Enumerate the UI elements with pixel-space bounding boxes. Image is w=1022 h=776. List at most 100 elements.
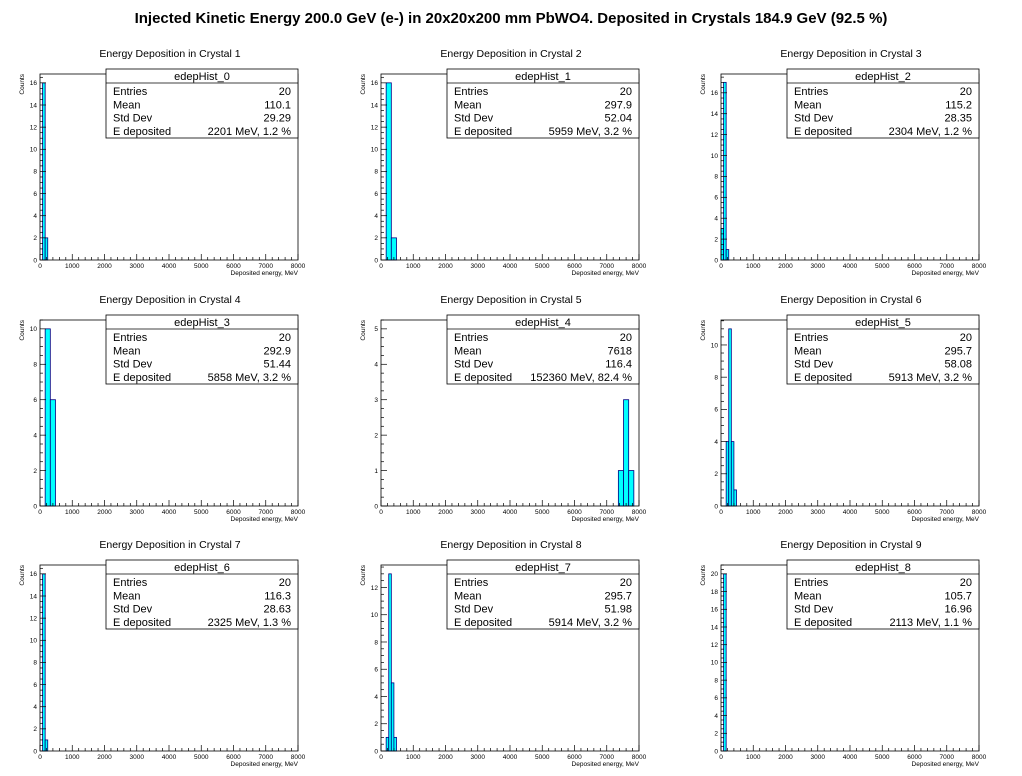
y-tick-label: 14 (371, 102, 379, 109)
x-tick-label: 4000 (162, 509, 177, 516)
y-axis: 0 2 4 6 8 10 Counts (19, 319, 46, 510)
histogram-panel-5: Energy Deposition in Crystal 5 0 1000 2000 3… (360, 294, 647, 523)
y-axis: 0 2 4 6 8 10 Counts (700, 319, 727, 510)
y-tick-label: 16 (371, 80, 379, 87)
x-axis: 0 1000 2000 3000 4000 5000 6000 7000 8000Deposit… (719, 254, 987, 277)
stats-value: 2113 MeV, 1.1 % (889, 617, 972, 629)
y-tick-label: 2 (714, 471, 718, 478)
stats-label: Std Dev (454, 604, 494, 616)
histogram-title: Energy Deposition in Crystal 9 (780, 539, 921, 551)
y-tick-label: 2 (714, 731, 718, 738)
histogram-title: Energy Deposition in Crystal 3 (780, 48, 921, 60)
y-tick-label: 10 (711, 660, 719, 667)
x-axis-label: Deposited energy, MeV (231, 270, 299, 277)
x-tick-label: 5000 (194, 754, 209, 761)
stats-value: 5858 MeV, 3.2 % (208, 372, 292, 384)
histogram-title: Energy Deposition in Crystal 6 (780, 294, 921, 306)
stats-box-frame (446, 68, 640, 139)
stats-value: 5959 MeV, 3.2 % (549, 126, 633, 138)
stats-box-frame (446, 314, 640, 385)
histogram-bar (44, 237, 49, 261)
stats-value: 20 (960, 577, 972, 589)
stats-label: Entries (454, 86, 489, 98)
x-tick-label: 8000 (291, 509, 306, 516)
y-tick-label: 2 (714, 236, 718, 243)
histogram-bars (385, 82, 397, 261)
y-axis: 0 2 4 6 8 10 12 14 16 Counts (19, 564, 46, 755)
y-tick-label: 6 (714, 695, 718, 702)
y-axis: 0 2 4 6 8 10 12 14 16 Counts (700, 73, 727, 264)
stats-value: 28.63 (263, 604, 291, 616)
y-tick-label: 14 (711, 624, 719, 631)
x-tick-label: 7000 (259, 754, 274, 761)
stats-label: E deposited (113, 617, 171, 629)
x-tick-label: 6000 (567, 509, 582, 516)
y-tick-label: 0 (374, 748, 378, 755)
stats-box-frame (105, 68, 299, 139)
stats-label: Entries (794, 332, 829, 344)
x-axis-label: Deposited energy, MeV (912, 761, 980, 768)
x-tick-label: 0 (38, 754, 42, 761)
x-tick-label: 2000 (438, 509, 453, 516)
x-tick-label: 1000 (406, 263, 421, 270)
x-tick-label: 4000 (503, 754, 518, 761)
y-tick-label: 6 (33, 191, 37, 198)
x-tick-label: 1000 (406, 509, 421, 516)
stats-box-frame (786, 559, 980, 630)
y-tick-label: 16 (711, 607, 719, 614)
stats-box-title: edepHist_7 (515, 562, 571, 574)
y-axis-label: Counts (19, 73, 26, 94)
stats-value: 5913 MeV, 3.2 % (889, 372, 973, 384)
y-tick-label: 10 (711, 342, 719, 349)
stats-value: 20 (279, 577, 291, 589)
stats-box-title: edepHist_0 (174, 71, 230, 83)
stats-box-title: edepHist_2 (855, 71, 911, 83)
y-axis-label: Counts (700, 319, 707, 340)
y-tick-label: 8 (374, 169, 378, 176)
y-tick-label: 6 (374, 191, 378, 198)
x-axis: 0 1000 2000 3000 4000 5000 6000 7000 8000Deposit… (379, 745, 647, 768)
x-tick-label: 4000 (843, 263, 858, 270)
x-tick-label: 8000 (972, 263, 987, 270)
y-tick-label: 14 (30, 593, 38, 600)
stats-box-frame (786, 68, 980, 139)
y-tick-label: 8 (374, 639, 378, 646)
stats-label: Entries (113, 332, 148, 344)
stats-label: Std Dev (794, 604, 834, 616)
x-tick-label: 4000 (503, 509, 518, 516)
x-tick-label: 8000 (632, 509, 647, 516)
histogram-title: Energy Deposition in Crystal 8 (440, 539, 581, 551)
stats-value: 51.44 (263, 359, 291, 371)
stats-value: 105.7 (944, 590, 972, 602)
x-tick-label: 1000 (746, 754, 761, 761)
stats-value: 51.98 (604, 604, 632, 616)
stats-label: Mean (794, 345, 822, 357)
stats-box: edepHist_1 Entries 20 Mean 297.9 Std Dev 52.04… (446, 68, 640, 139)
stats-box-frame (786, 314, 980, 385)
stats-value: 16.96 (944, 604, 972, 616)
x-tick-label: 5000 (875, 263, 890, 270)
x-tick-label: 4000 (843, 509, 858, 516)
y-tick-label: 0 (33, 503, 37, 510)
y-tick-label: 12 (711, 132, 719, 139)
x-tick-label: 3000 (811, 509, 826, 516)
y-tick-label: 16 (30, 571, 38, 578)
y-tick-label: 12 (371, 585, 379, 592)
stats-value: 115.2 (945, 99, 972, 111)
x-tick-label: 8000 (632, 263, 647, 270)
stats-box-title: edepHist_3 (174, 317, 230, 329)
y-tick-label: 4 (374, 213, 378, 220)
y-axis: 0 2 4 6 8 10 12 14 16 18 20 Counts (700, 564, 727, 755)
x-tick-label: 6000 (907, 263, 922, 270)
x-axis: 0 1000 2000 3000 4000 5000 6000 7000 8000Deposit… (38, 500, 306, 523)
x-tick-label: 6000 (907, 509, 922, 516)
x-tick-label: 7000 (940, 263, 955, 270)
y-tick-label: 10 (711, 153, 719, 160)
stats-value: 20 (620, 577, 632, 589)
histogram-panel-3: Energy Deposition in Crystal 3 0 1000 2000 3… (700, 48, 987, 277)
y-tick-label: 12 (711, 642, 719, 649)
x-tick-label: 0 (719, 263, 723, 270)
stats-box: edepHist_2 Entries 20 Mean 115.2 Std Dev 28.35… (786, 68, 980, 139)
y-tick-label: 8 (714, 677, 718, 684)
x-tick-label: 1000 (406, 754, 421, 761)
